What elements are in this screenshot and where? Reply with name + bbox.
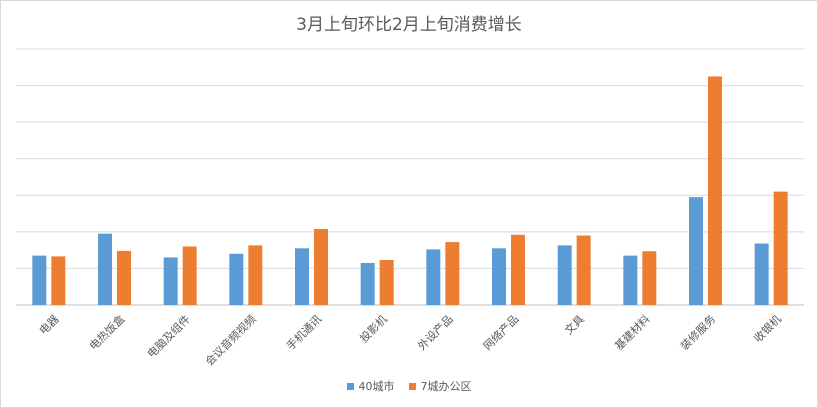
bar-1-6 bbox=[360, 262, 375, 305]
bar-2-1 bbox=[51, 256, 66, 305]
x-tick-label: 投影机 bbox=[357, 312, 390, 345]
x-tick-label: 网络产品 bbox=[480, 312, 521, 353]
legend-item-series-2: 7城办公区 bbox=[408, 378, 472, 394]
bar-2-8 bbox=[511, 234, 525, 305]
bar-2-9 bbox=[576, 235, 591, 305]
x-tick-label: 手机通讯 bbox=[283, 312, 324, 353]
legend: 40城市 7城办公区 bbox=[0, 378, 818, 394]
legend-label-series-1: 40城市 bbox=[358, 380, 395, 393]
legend-item-series-1: 40城市 bbox=[346, 378, 395, 394]
bar-1-2 bbox=[98, 233, 112, 305]
bar-1-8 bbox=[492, 248, 506, 305]
bar-2-5 bbox=[314, 228, 328, 305]
bar-2-10 bbox=[642, 251, 657, 305]
bar-2-6 bbox=[379, 260, 394, 305]
bar-2-7 bbox=[445, 242, 460, 305]
bar-2-11 bbox=[708, 76, 722, 305]
bar-1-11 bbox=[689, 197, 703, 305]
bar-1-7 bbox=[426, 249, 441, 305]
x-tick-label: 文具 bbox=[561, 312, 586, 337]
x-tick-label: 电脑及组件 bbox=[144, 312, 193, 361]
x-tick-label: 基建材料 bbox=[612, 312, 653, 353]
bar-2-4 bbox=[248, 245, 263, 305]
bar-1-12 bbox=[754, 243, 769, 305]
x-tick-label: 电热饭盒 bbox=[86, 312, 127, 353]
x-tick-label: 电器 bbox=[37, 313, 62, 338]
bar-2-2 bbox=[117, 250, 131, 305]
x-tick-label: 外设产品 bbox=[415, 312, 456, 353]
legend-swatch-series-1 bbox=[346, 382, 354, 390]
bar-1-4 bbox=[229, 253, 244, 305]
legend-label-series-2: 7城办公区 bbox=[420, 380, 472, 393]
x-tick-label: 收银机 bbox=[751, 312, 784, 345]
legend-swatch-series-2 bbox=[408, 382, 416, 390]
bar-1-10 bbox=[623, 255, 638, 305]
chart-title: 3月上旬环比2月上旬消费增长 bbox=[296, 15, 522, 35]
bar-1-9 bbox=[557, 245, 572, 305]
bar-2-3 bbox=[182, 246, 197, 305]
bar-2-12 bbox=[773, 191, 788, 305]
x-tick-label: 会议音频视频 bbox=[202, 312, 259, 369]
bar-1-1 bbox=[32, 255, 47, 305]
x-tick-label: 装修服务 bbox=[677, 312, 718, 353]
bar-1-3 bbox=[163, 257, 178, 305]
bar-1-5 bbox=[295, 248, 309, 305]
